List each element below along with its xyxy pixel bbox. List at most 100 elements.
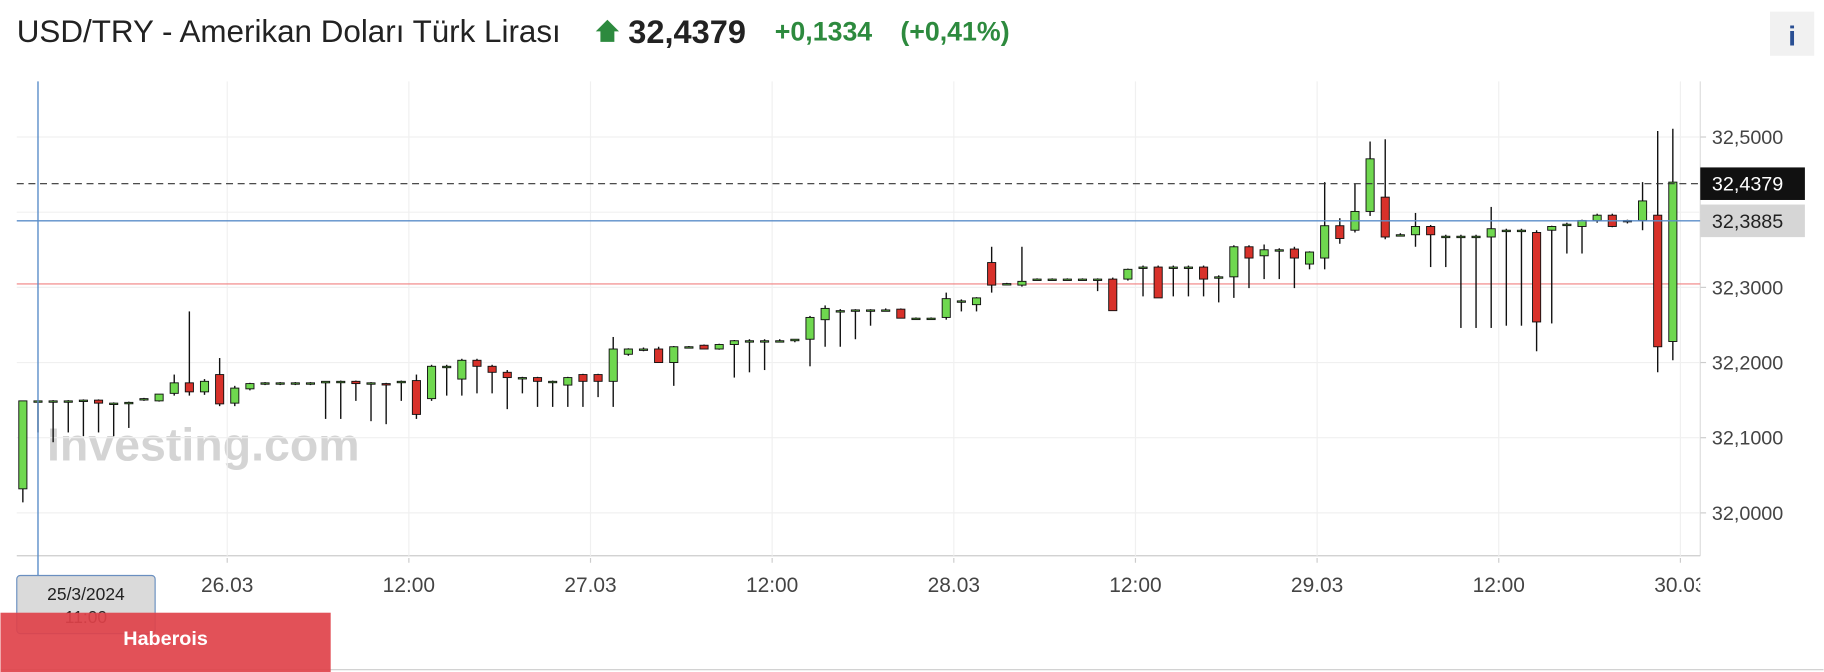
candle-body xyxy=(109,402,119,405)
x-tick-label: 30.03 xyxy=(1654,574,1706,597)
candle-body xyxy=(1532,232,1542,323)
candle-body xyxy=(1093,278,1103,281)
candle-body xyxy=(1456,235,1466,239)
candle-body xyxy=(1244,246,1254,259)
candle-body xyxy=(154,393,164,402)
candle-body xyxy=(729,340,739,345)
candle-body xyxy=(835,310,845,313)
candle-body xyxy=(442,365,452,369)
candle-body xyxy=(1214,276,1224,279)
candle-body xyxy=(654,348,664,364)
candle-body xyxy=(1123,268,1133,280)
candle-body xyxy=(532,377,543,382)
candle-body xyxy=(971,297,982,306)
candle-body xyxy=(1289,248,1299,259)
candle-body xyxy=(744,340,754,343)
candle-body xyxy=(457,359,467,380)
candle-body xyxy=(1062,278,1072,281)
candle-body xyxy=(699,344,709,350)
candle-body xyxy=(199,380,210,393)
candle-body xyxy=(1002,283,1012,286)
candle-body xyxy=(1320,225,1330,259)
candle-body xyxy=(366,382,376,385)
candle-body xyxy=(1547,226,1557,231)
candle-body xyxy=(1032,278,1042,281)
up-arrow xyxy=(595,19,620,42)
candle-body xyxy=(987,262,997,286)
candle-body xyxy=(941,298,951,318)
candle-body xyxy=(1516,229,1526,233)
candle-body xyxy=(956,300,966,303)
x-tick-label: 12:00 xyxy=(1109,574,1161,597)
candle-body xyxy=(881,309,891,312)
y-tick-label: 32,5000 xyxy=(1712,127,1783,149)
banner[interactable] xyxy=(0,612,331,672)
candle-body xyxy=(1017,280,1027,286)
candle-body xyxy=(1365,158,1375,212)
candle-body xyxy=(775,340,785,343)
candle-body xyxy=(1668,181,1678,342)
info-icon[interactable]: i xyxy=(1788,20,1796,51)
x-tick-label: 28.03 xyxy=(928,574,980,597)
candle-body xyxy=(1653,214,1663,348)
candle-body xyxy=(866,309,876,312)
crosshair-y-tag xyxy=(1700,204,1805,238)
candle-body xyxy=(790,338,800,342)
candle-body xyxy=(184,382,194,393)
x-tick-label: 12:00 xyxy=(1473,574,1525,597)
candle-body xyxy=(305,382,316,385)
x-tick-label: 27.03 xyxy=(564,574,616,597)
candle-body xyxy=(1638,200,1648,221)
candle-body xyxy=(714,344,724,350)
candle-body xyxy=(1183,266,1193,269)
chart-title: USD/TRY - Amerikan Doları Türk Lirası xyxy=(17,14,561,49)
candle-body xyxy=(563,377,573,386)
candle-body xyxy=(1108,278,1118,312)
candle-body xyxy=(578,374,588,382)
candle-body xyxy=(684,346,694,349)
candle-body xyxy=(1259,249,1269,257)
candle-body xyxy=(1592,214,1602,221)
candle-body xyxy=(139,398,149,401)
candle-body xyxy=(623,348,633,355)
candle-body xyxy=(1471,235,1481,239)
x-tick-label: 29.03 xyxy=(1291,574,1343,597)
candle-body xyxy=(78,399,88,402)
candle-body xyxy=(487,365,497,373)
y-tick-label: 32,0000 xyxy=(1712,503,1783,525)
candle-body xyxy=(411,380,421,415)
candle-body xyxy=(245,383,255,390)
candle-body xyxy=(896,308,906,319)
watermark: Investing.com xyxy=(47,418,360,470)
candle-body xyxy=(1335,225,1345,239)
candle-body xyxy=(593,374,603,382)
candle-body xyxy=(760,340,770,343)
y-tick-label: 32,3000 xyxy=(1712,277,1783,299)
x-tick-label: 12:00 xyxy=(746,574,798,597)
info-button[interactable] xyxy=(1770,11,1815,56)
change-pct: (+0,41%) xyxy=(900,17,1009,47)
candle-body xyxy=(275,382,285,385)
candle-body xyxy=(1077,278,1088,281)
candle-body xyxy=(290,382,300,385)
candle-body xyxy=(926,317,936,321)
candle-body xyxy=(1441,235,1451,239)
last-price: 32,4379 xyxy=(628,14,746,50)
y-tick-label: 32,1000 xyxy=(1712,428,1783,450)
banner-text[interactable]: Haberois xyxy=(123,628,208,650)
candle-body xyxy=(638,348,649,351)
candle-body xyxy=(1305,251,1315,265)
candle-body xyxy=(1138,266,1148,269)
last-price-tag xyxy=(1700,167,1805,200)
candle-body xyxy=(911,317,921,321)
candle-body xyxy=(1274,249,1284,252)
candle-body xyxy=(1199,266,1209,280)
candle-body xyxy=(1168,266,1178,269)
candle-body xyxy=(1486,228,1496,238)
candle-body xyxy=(1380,196,1390,238)
candle-body xyxy=(427,365,437,400)
crosshair-y-label: 32,3885 xyxy=(1712,211,1783,233)
x-tick-label: 12:00 xyxy=(383,574,435,597)
candle-body xyxy=(1153,266,1163,299)
candle-body xyxy=(124,401,134,405)
